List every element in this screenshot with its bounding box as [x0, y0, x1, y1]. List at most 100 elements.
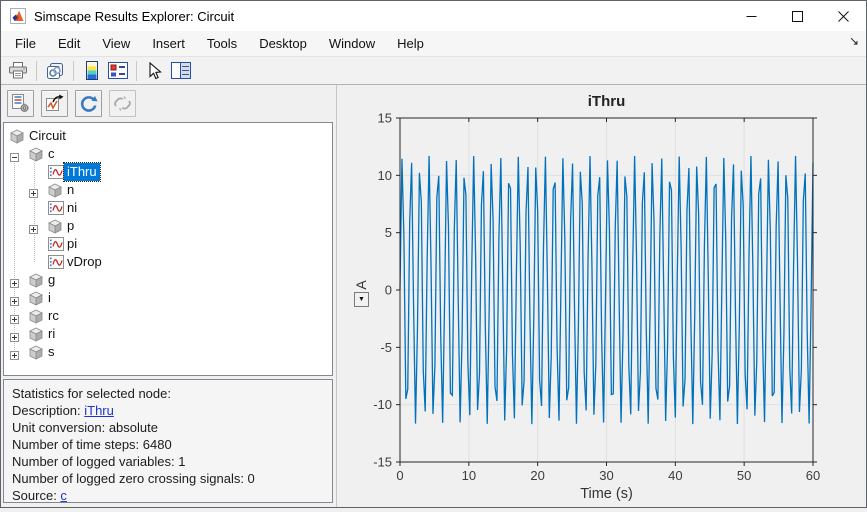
plot-options-icon: [46, 94, 64, 111]
main-area: Circuit c iThru n ni p pi vDrop g i rc ri s Statisti…: [1, 85, 866, 507]
y-tick-label: -15: [373, 455, 392, 470]
statistics-panel: Statistics for selected node: Description…: [3, 379, 333, 503]
tree-item-label: ni: [67, 200, 78, 215]
y-tick-label: 15: [378, 111, 392, 126]
tree-item-ri[interactable]: ri: [4, 325, 332, 343]
stats-text: Unit conversion: absolute: [12, 420, 158, 435]
expand-icon[interactable]: [10, 329, 19, 347]
statistics-options-button[interactable]: [7, 90, 34, 117]
close-icon: [837, 10, 849, 22]
close-button[interactable]: [820, 1, 866, 31]
tree-item-label: iThru: [63, 162, 101, 182]
menu-file[interactable]: File: [15, 36, 36, 51]
edit-colormap-button[interactable]: [105, 59, 131, 83]
chart-title: iThru: [588, 93, 626, 110]
edit-colormap-icon: [108, 62, 128, 79]
pointer-icon: [149, 61, 162, 79]
signal-plot-icon: [48, 165, 64, 184]
plot-panel: 0 10 20 30 40 50 60 -15 -10 -5 0 5 10 15 iThru Time (s)…: [337, 85, 866, 507]
print-button[interactable]: [5, 59, 31, 83]
tree-item-label: rc: [48, 308, 59, 323]
collapse-icon[interactable]: [10, 149, 19, 167]
window-controls: [728, 1, 866, 31]
node-cube-icon: [29, 309, 43, 329]
tree-item-label: ri: [48, 326, 56, 341]
expand-icon[interactable]: [29, 221, 38, 239]
x-tick-label: 30: [599, 468, 613, 483]
matlab-app-icon: [10, 8, 26, 24]
title-bar: Simscape Results Explorer: Circuit: [1, 1, 866, 31]
toolbar-separator: [136, 60, 137, 81]
tree-item-g[interactable]: g: [4, 271, 332, 289]
tree-item-label: g: [48, 272, 56, 287]
colormap-button[interactable]: [79, 59, 105, 83]
tree-item-rc[interactable]: rc: [4, 307, 332, 325]
figure-toolbar: [1, 57, 866, 85]
unlink-button[interactable]: [109, 90, 136, 117]
menu-tools[interactable]: Tools: [206, 36, 238, 51]
node-cube-icon: [29, 291, 43, 311]
tree-item-ithru[interactable]: iThru: [4, 162, 332, 184]
menu-desktop[interactable]: Desktop: [259, 36, 307, 51]
expand-icon[interactable]: [10, 347, 19, 365]
node-cube-icon: [48, 183, 62, 203]
tree-item-circuit[interactable]: Circuit: [4, 127, 332, 145]
tree-item-c[interactable]: c: [4, 145, 332, 163]
node-cube-icon: [29, 327, 43, 347]
x-tick-label: 0: [396, 468, 403, 483]
node-cube-icon: [29, 147, 43, 167]
plot-options-button[interactable]: [41, 90, 68, 117]
unlink-icon: [114, 96, 131, 111]
stats-text: Number of logged variables: 1: [12, 454, 186, 469]
stats-line: Number of logged zero crossing signals: …: [12, 470, 324, 487]
minimize-button[interactable]: [728, 1, 774, 31]
refresh-button[interactable]: [75, 90, 102, 117]
expand-icon[interactable]: [10, 293, 19, 311]
chart-canvas: 0 10 20 30 40 50 60 -15 -10 -5 0 5 10 15 iThru Time (s): [373, 93, 820, 502]
tree-item-ni[interactable]: ni: [4, 199, 332, 217]
explorer-pane: Circuit c iThru n ni p pi vDrop g i rc ri s Statisti…: [1, 85, 337, 507]
chevron-down-icon: ▼: [358, 296, 365, 303]
stats-line: Source: c: [12, 487, 324, 504]
menu-bar: File Edit View Insert Tools Desktop Wind…: [1, 31, 866, 57]
property-editor-button[interactable]: [168, 59, 194, 83]
tree-item-label: i: [48, 290, 51, 305]
window-title: Simscape Results Explorer: Circuit: [34, 8, 235, 24]
waveform-line: [399, 155, 814, 425]
tree-item-label: s: [48, 344, 55, 359]
menu-view[interactable]: View: [102, 36, 131, 51]
menu-window[interactable]: Window: [328, 36, 376, 51]
stats-line: Number of time steps: 6480: [12, 436, 324, 453]
tree-item-s[interactable]: s: [4, 343, 332, 361]
tree-item-p[interactable]: p: [4, 217, 332, 235]
menu-edit[interactable]: Edit: [57, 36, 81, 51]
x-tick-label: 10: [462, 468, 476, 483]
stats-link-ithru[interactable]: iThru: [84, 403, 114, 418]
statistics-options-icon: [12, 94, 29, 112]
unit-dropdown-button[interactable]: ▼: [354, 292, 369, 307]
expand-icon[interactable]: [10, 311, 19, 329]
menu-insert[interactable]: Insert: [152, 36, 185, 51]
simulation-data-tree: Circuit c iThru n ni p pi vDrop g i rc ri s: [3, 122, 333, 376]
copy-figure-icon: [47, 62, 63, 79]
stats-text: Description:: [12, 403, 85, 418]
tree-item-n[interactable]: n: [4, 181, 332, 199]
copy-figure-button[interactable]: [42, 59, 68, 83]
dock-arrow-icon[interactable]: ↘: [848, 34, 859, 48]
pointer-button[interactable]: [142, 59, 168, 83]
tree-item-label: n: [67, 182, 75, 197]
toolbar-separator: [73, 60, 74, 81]
expand-icon[interactable]: [10, 275, 19, 293]
tree-item-i[interactable]: i: [4, 289, 332, 307]
maximize-button[interactable]: [774, 1, 820, 31]
stats-line: Number of logged variables: 1: [12, 453, 324, 470]
stats-text: Source:: [12, 488, 61, 503]
menu-help[interactable]: Help: [397, 36, 424, 51]
stats-link-c[interactable]: c: [60, 488, 67, 503]
tree-item-label: vDrop: [67, 254, 102, 269]
tree-item-label: pi: [67, 236, 78, 251]
expand-icon[interactable]: [29, 185, 38, 203]
tree-item-pi[interactable]: pi: [4, 235, 332, 253]
tree-item-vdrop[interactable]: vDrop: [4, 253, 332, 271]
